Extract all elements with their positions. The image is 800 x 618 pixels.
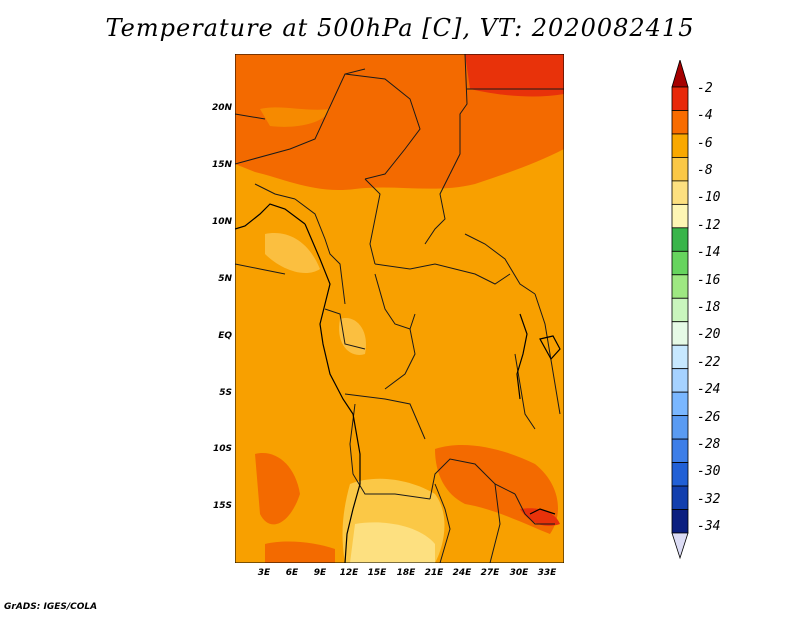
colorbar-segment <box>671 321 689 346</box>
lon-label-3e: 3E <box>257 568 271 578</box>
colorbar-segment <box>671 297 689 323</box>
colorbar-label: -22 <box>697 355 721 370</box>
lon-label-24e: 24E <box>452 568 472 578</box>
field-south-coolest <box>350 522 435 563</box>
lon-label-27e: 27E <box>480 568 500 578</box>
colorbar-label: -4 <box>697 108 713 123</box>
lat-label-5s: 5S <box>219 388 232 398</box>
colorbar-segment <box>671 110 689 135</box>
colorbar-label: -32 <box>697 492 721 507</box>
colorbar-segment <box>671 485 689 510</box>
chart-title: Temperature at 500hPa [C], VT: 202008241… <box>105 14 695 42</box>
colorbar-label: -18 <box>697 300 721 315</box>
colorbar-top-arrow <box>671 60 689 88</box>
lon-label-30e: 30E <box>509 568 529 578</box>
colorbar-label: -6 <box>697 136 713 151</box>
colorbar-label: -2 <box>697 81 713 96</box>
colorbar-segment <box>671 415 689 440</box>
footer-credit: GrADS: IGES/COLA <box>4 602 98 612</box>
lat-label-15n: 15N <box>211 160 232 170</box>
colorbar-segment <box>671 250 689 276</box>
colorbar-label: -28 <box>697 437 721 452</box>
colorbar-label: -12 <box>697 218 721 233</box>
colorbar-segment <box>671 368 689 393</box>
lon-label-6e: 6E <box>285 568 299 578</box>
lon-label-21e: 21E <box>424 568 444 578</box>
colorbar-segment <box>671 391 689 417</box>
lat-label-15s: 15S <box>212 501 232 511</box>
lat-label-eq: EQ <box>218 331 232 341</box>
field-northeast-hot <box>465 54 564 97</box>
colorbar-label: -10 <box>697 190 721 205</box>
lon-label-15e: 15E <box>367 568 387 578</box>
lon-label-12e: 12E <box>339 568 359 578</box>
colorbar-segment <box>671 438 689 463</box>
colorbar-label: -8 <box>697 163 713 178</box>
lon-label-18e: 18E <box>396 568 416 578</box>
colorbar-label: -14 <box>697 245 721 260</box>
lon-label-9e: 9E <box>313 568 327 578</box>
lat-label-10s: 10S <box>212 444 232 454</box>
colorbar-label: -16 <box>697 273 721 288</box>
colorbar-segment <box>671 462 689 487</box>
colorbar-segment <box>671 133 689 158</box>
colorbar-label: -34 <box>697 519 721 534</box>
colorbar-segment <box>671 203 689 229</box>
country-borders <box>235 54 564 563</box>
lon-label-33e: 33E <box>537 568 557 578</box>
colorbar-segment <box>671 157 689 182</box>
field-se-hot <box>520 508 560 526</box>
temperature-map <box>235 54 564 563</box>
coastlines <box>235 203 561 563</box>
lat-label-5n: 5N <box>218 274 232 284</box>
lat-label-10n: 10N <box>211 217 232 227</box>
field-gabon-patch <box>339 318 366 355</box>
colorbar-segment <box>671 227 689 252</box>
colorbar-label: -24 <box>697 382 721 397</box>
colorbar-segment <box>671 180 689 205</box>
colorbar-segment <box>671 86 689 111</box>
colorbar-label: -20 <box>697 327 721 342</box>
colorbar-label: -26 <box>697 410 721 425</box>
field-sw-bottom <box>265 541 335 563</box>
lat-label-20n: 20N <box>211 103 232 113</box>
colorbar-label: -30 <box>697 464 721 479</box>
colorbar-segment <box>671 509 689 534</box>
colorbar-segment <box>671 274 689 299</box>
colorbar <box>671 60 689 560</box>
field-nw-patches <box>260 107 330 127</box>
colorbar-bottom-arrow <box>671 532 689 560</box>
colorbar-segment <box>671 344 689 370</box>
field-west-patch <box>265 233 320 274</box>
field-sw-warm <box>255 453 300 525</box>
